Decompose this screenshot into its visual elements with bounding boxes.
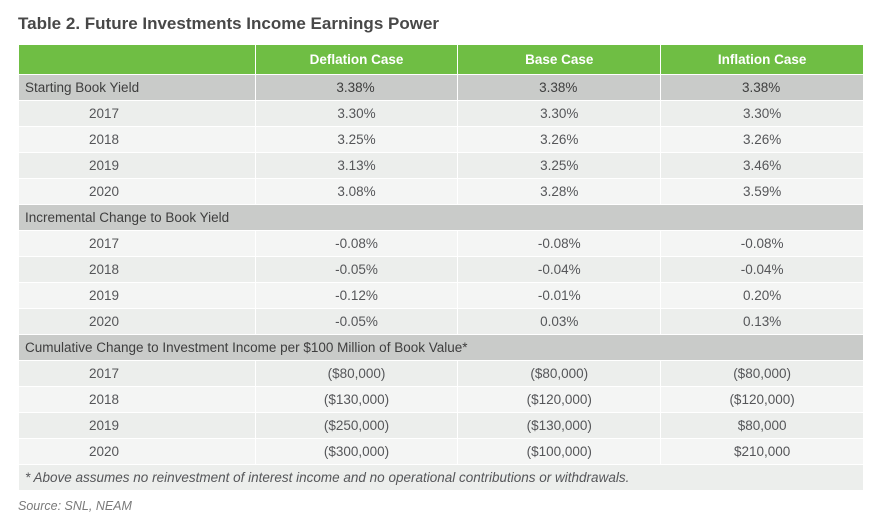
cell-value: -0.12% — [255, 283, 458, 309]
cell-value: 3.59% — [661, 179, 864, 205]
table-row: 2020 3.08% 3.28% 3.59% — [19, 179, 864, 205]
table-row: 2017 3.30% 3.30% 3.30% — [19, 101, 864, 127]
cell-year: 2019 — [19, 413, 256, 439]
col-base: Base Case — [458, 45, 661, 75]
cell-value: ($300,000) — [255, 439, 458, 465]
cell-year: 2020 — [19, 179, 256, 205]
table-row: 2018 3.25% 3.26% 3.26% — [19, 127, 864, 153]
cell-value: 3.30% — [661, 101, 864, 127]
header-row: Deflation Case Base Case Inflation Case — [19, 45, 864, 75]
cell-value: ($100,000) — [458, 439, 661, 465]
cell-value: ($80,000) — [661, 361, 864, 387]
cell-year: 2017 — [19, 361, 256, 387]
cell-value: -0.08% — [661, 231, 864, 257]
table-row: 2018 ($130,000) ($120,000) ($120,000) — [19, 387, 864, 413]
cell-value: 3.30% — [458, 101, 661, 127]
table-row: 2020 ($300,000) ($100,000) $210,000 — [19, 439, 864, 465]
cell-value: ($130,000) — [458, 413, 661, 439]
row-section-cumulative: Cumulative Change to Investment Income p… — [19, 335, 864, 361]
cell-value: ($120,000) — [458, 387, 661, 413]
cell-value: -0.01% — [458, 283, 661, 309]
cell-year: 2018 — [19, 387, 256, 413]
row-footnote: * Above assumes no reinvestment of inter… — [19, 465, 864, 491]
cell-value: 3.26% — [458, 127, 661, 153]
cell-value: 3.30% — [255, 101, 458, 127]
cell-value: -0.08% — [255, 231, 458, 257]
cell-value: 3.26% — [661, 127, 864, 153]
table-row: 2017 ($80,000) ($80,000) ($80,000) — [19, 361, 864, 387]
cell-year: 2019 — [19, 153, 256, 179]
cell-value: 0.13% — [661, 309, 864, 335]
header-blank — [19, 45, 256, 75]
cell-value: 3.38% — [458, 75, 661, 101]
cell-year: 2019 — [19, 283, 256, 309]
cell-year: 2018 — [19, 127, 256, 153]
table-row: 2017 -0.08% -0.08% -0.08% — [19, 231, 864, 257]
cell-value: 3.08% — [255, 179, 458, 205]
col-inflation: Inflation Case — [661, 45, 864, 75]
section-header: Cumulative Change to Investment Income p… — [19, 335, 864, 361]
cell-year: 2020 — [19, 439, 256, 465]
section-header: Incremental Change to Book Yield — [19, 205, 864, 231]
cell-value: ($80,000) — [255, 361, 458, 387]
table-title: Table 2. Future Investments Income Earni… — [18, 14, 864, 34]
cell-year: 2020 — [19, 309, 256, 335]
cell-value: 0.20% — [661, 283, 864, 309]
table-row: 2019 -0.12% -0.01% 0.20% — [19, 283, 864, 309]
cell-value: 3.38% — [255, 75, 458, 101]
cell-year: 2017 — [19, 101, 256, 127]
table-row: 2019 ($250,000) ($130,000) $80,000 — [19, 413, 864, 439]
cell-value: 3.25% — [458, 153, 661, 179]
cell-value: ($80,000) — [458, 361, 661, 387]
table-row: 2018 -0.05% -0.04% -0.04% — [19, 257, 864, 283]
cell-value: ($120,000) — [661, 387, 864, 413]
footnote-text: * Above assumes no reinvestment of inter… — [19, 465, 864, 491]
col-deflation: Deflation Case — [255, 45, 458, 75]
table-row: 2019 3.13% 3.25% 3.46% — [19, 153, 864, 179]
cell-value: 3.38% — [661, 75, 864, 101]
row-starting-yield: Starting Book Yield 3.38% 3.38% 3.38% — [19, 75, 864, 101]
cell-year: 2017 — [19, 231, 256, 257]
cell-value: ($130,000) — [255, 387, 458, 413]
cell-value: 3.28% — [458, 179, 661, 205]
cell-value: -0.04% — [458, 257, 661, 283]
cell-value: -0.08% — [458, 231, 661, 257]
cell-value: -0.05% — [255, 309, 458, 335]
cell-value: -0.05% — [255, 257, 458, 283]
earnings-table: Deflation Case Base Case Inflation Case … — [18, 44, 864, 491]
cell-value: $210,000 — [661, 439, 864, 465]
cell-value: 0.03% — [458, 309, 661, 335]
cell-value: $80,000 — [661, 413, 864, 439]
cell-label: Starting Book Yield — [19, 75, 256, 101]
cell-value: 3.46% — [661, 153, 864, 179]
row-section-incremental: Incremental Change to Book Yield — [19, 205, 864, 231]
cell-value: ($250,000) — [255, 413, 458, 439]
cell-value: 3.25% — [255, 127, 458, 153]
cell-value: -0.04% — [661, 257, 864, 283]
cell-year: 2018 — [19, 257, 256, 283]
cell-value: 3.13% — [255, 153, 458, 179]
source-text: Source: SNL, NEAM — [18, 499, 864, 513]
table-row: 2020 -0.05% 0.03% 0.13% — [19, 309, 864, 335]
